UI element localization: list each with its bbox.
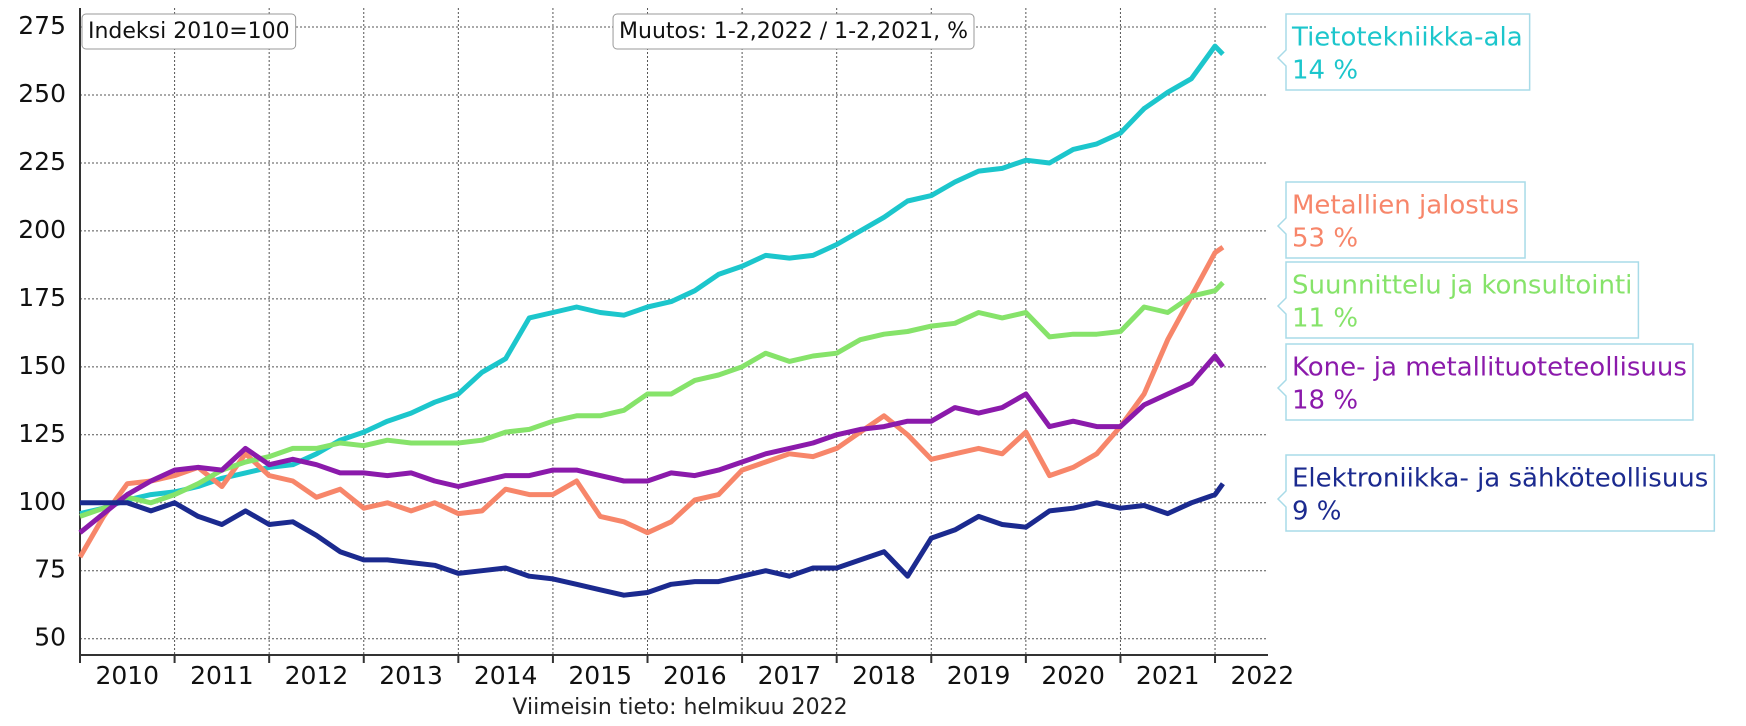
x-tick-label: 2020 <box>1041 661 1105 690</box>
x-tick-label: 2013 <box>379 661 443 690</box>
legend-box <box>1276 454 1716 532</box>
x-tick-label: 2015 <box>568 661 632 690</box>
annotation: Indeksi 2010=100 <box>81 13 297 50</box>
legend-change: 9 % <box>1292 497 1342 527</box>
legend-box <box>1276 261 1640 339</box>
y-tick-label: 225 <box>18 147 66 176</box>
legend-change: 18 % <box>1292 386 1358 416</box>
x-tick-label: 2021 <box>1136 661 1200 690</box>
series-line <box>78 353 1225 535</box>
series-line <box>79 43 1225 517</box>
y-tick-label: 275 <box>18 11 66 40</box>
series-line <box>77 245 1225 559</box>
legend-box <box>1276 181 1526 259</box>
y-tick-label: 125 <box>18 419 66 448</box>
x-tick-label: 2017 <box>758 661 822 690</box>
y-tick-label: 150 <box>18 351 66 380</box>
series-line <box>79 280 1225 519</box>
annotation-text: Muutos: 1-2,2022 / 1-2,2021, % <box>619 19 968 44</box>
x-tick-label: 2012 <box>285 661 349 690</box>
legend-name: Elektroniikka- ja sähköteollisuus <box>1292 464 1708 494</box>
y-tick-label: 75 <box>34 555 66 584</box>
x-axis-label: Viimeisin tieto: helmikuu 2022 <box>512 695 847 720</box>
annotation-box <box>612 13 975 50</box>
y-tick-label: 200 <box>18 215 66 244</box>
annotation: Muutos: 1-2,2022 / 1-2,2021, % <box>612 13 975 50</box>
legend-name: Kone- ja metallituoteteollisuus <box>1292 353 1687 383</box>
y-tick-label: 175 <box>18 283 66 312</box>
x-tick-label: 2019 <box>947 661 1011 690</box>
legend-box <box>1276 13 1531 91</box>
x-tick-label: 2022 <box>1231 661 1295 690</box>
x-tick-label: 2018 <box>852 661 916 690</box>
x-tick-label: 2010 <box>95 661 159 690</box>
legend-box <box>1276 343 1694 421</box>
y-tick-label: 250 <box>18 79 66 108</box>
legend-change: 11 % <box>1292 304 1358 334</box>
x-tick-label: 2016 <box>663 661 727 690</box>
y-tick-label: 50 <box>34 623 66 652</box>
annotation-box <box>81 13 297 50</box>
annotation-text: Indeksi 2010=100 <box>88 19 290 44</box>
y-tick-label: 100 <box>18 487 66 516</box>
legend-name: Tietotekniikka-ala <box>1291 23 1523 53</box>
series-line <box>80 482 1225 598</box>
legend-name: Suunnittelu ja konsultointi <box>1292 271 1632 301</box>
x-tick-label: 2011 <box>190 661 254 690</box>
legend-change: 14 % <box>1292 56 1358 86</box>
x-tick-label: 2014 <box>474 661 538 690</box>
legend-name: Metallien jalostus <box>1292 191 1519 221</box>
legend-change: 53 % <box>1292 224 1358 254</box>
